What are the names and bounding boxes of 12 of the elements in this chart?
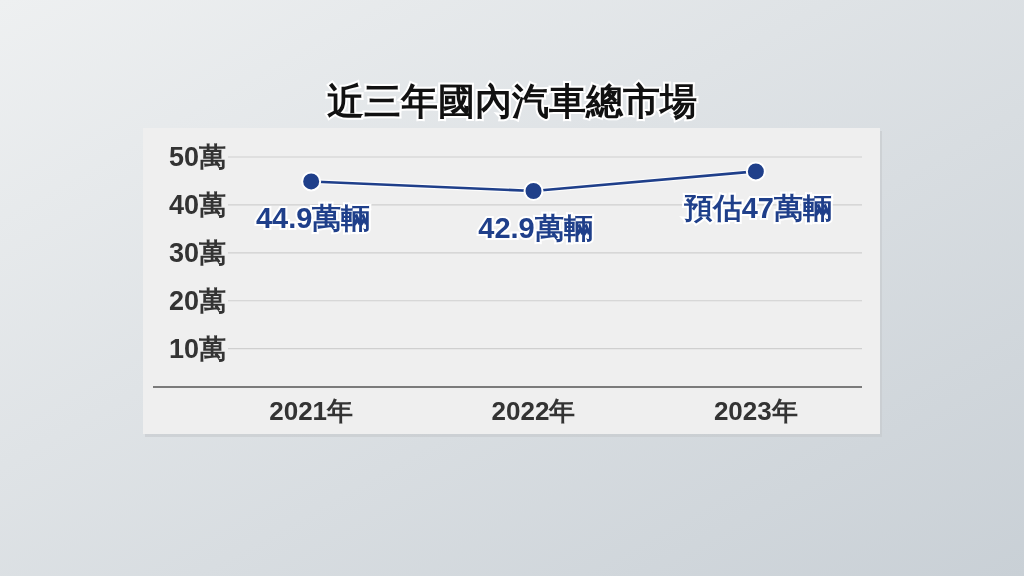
data-label: 預估47萬輛 bbox=[683, 192, 832, 225]
y-tick-label: 50萬 bbox=[168, 142, 226, 172]
y-tick-label: 40萬 bbox=[168, 189, 226, 220]
data-label: 44.9萬輛 bbox=[255, 202, 371, 235]
data-label: 42.9萬輛 bbox=[478, 212, 593, 244]
x-tick-label: 2022年 bbox=[491, 396, 576, 426]
x-tick-label: 2023年 bbox=[713, 396, 798, 426]
x-tick-label: 2021年 bbox=[269, 396, 354, 426]
y-tick-label: 30萬 bbox=[168, 237, 226, 268]
y-tick-label: 10萬 bbox=[168, 333, 226, 364]
y-tick-label: 20萬 bbox=[168, 285, 226, 316]
title: 近三年國內汽車總市場 bbox=[327, 81, 697, 122]
